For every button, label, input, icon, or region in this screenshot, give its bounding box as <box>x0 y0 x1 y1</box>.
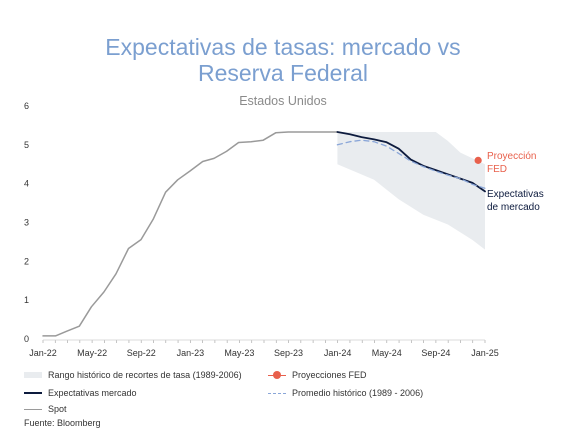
legend-swatch-spot <box>24 408 42 410</box>
legend-label-market: Expectativas mercado <box>48 388 137 398</box>
legend-item-market: Expectativas mercado <box>24 388 137 398</box>
chart-title-line-2: Reserva Federal <box>197 60 369 86</box>
rate-cut-range-band <box>337 132 485 250</box>
spot-line <box>42 131 339 337</box>
y-tick-label-6: 6 <box>24 101 29 111</box>
y-tick-label-0: 0 <box>24 334 29 344</box>
legend-item-fed: Proyecciones FED <box>268 370 367 380</box>
legend-swatch-avg <box>268 392 286 394</box>
x-tick-label-Sep-24: Sep-24 <box>421 348 450 358</box>
y-tick-label-4: 4 <box>24 179 29 189</box>
annotation-fed-line-1: Proyección <box>487 151 536 162</box>
legend-label-spot: Spot <box>48 404 67 414</box>
chart-title: Expectativas de tasas: mercado vs Reserv… <box>0 34 566 86</box>
legend-swatch-fed <box>268 371 286 379</box>
chart-subtitle: Estados Unidos <box>239 94 327 108</box>
legend-item-spot: Spot <box>24 404 67 414</box>
annotation-market-line-1: Expectativas <box>487 189 544 200</box>
x-tick-label-Sep-22: Sep-22 <box>127 348 156 358</box>
x-tick-label-Sep-23: Sep-23 <box>274 348 303 358</box>
legend-label-avg: Promedio histórico (1989 - 2006) <box>292 388 424 398</box>
x-tick-label-Jan-23: Jan-23 <box>177 348 205 358</box>
legend-label-fed: Proyecciones FED <box>292 370 367 380</box>
fed-projection-point-0 <box>474 156 482 164</box>
legend-label-band: Rango histórico de recortes de tasa (198… <box>48 370 242 380</box>
y-tick-label-1: 1 <box>24 295 29 305</box>
legend-item-avg: Promedio histórico (1989 - 2006) <box>268 388 423 398</box>
legend-swatch-band <box>24 372 42 378</box>
annotation-market-line-2: de mercado <box>487 202 540 213</box>
y-tick-label-2: 2 <box>24 256 29 266</box>
x-tick-label-May-23: May-23 <box>224 348 254 358</box>
historical-average-line <box>336 139 486 189</box>
x-tick-label-May-22: May-22 <box>77 348 107 358</box>
x-tick-label-May-24: May-24 <box>372 348 402 358</box>
annotation-fed-line-2: FED <box>487 164 507 175</box>
y-tick-label-3: 3 <box>24 218 29 228</box>
legend-item-band: Rango histórico de recortes de tasa (198… <box>24 370 242 380</box>
x-tick-label-Jan-25: Jan-25 <box>471 348 499 358</box>
chart-title-line-1: Expectativas de tasas: mercado vs <box>105 34 461 60</box>
source-note: Fuente: Bloomberg <box>24 418 101 428</box>
legend-swatch-market <box>24 392 42 394</box>
y-tick-label-5: 5 <box>24 140 29 150</box>
x-tick-label-Jan-24: Jan-24 <box>324 348 352 358</box>
x-tick-label-Jan-22: Jan-22 <box>29 348 57 358</box>
chart-plot: 0 1 2 3 4 5 6 Jan-22 May-22 Sep-22 Jan-23 May-23 Sep… <box>24 101 544 358</box>
